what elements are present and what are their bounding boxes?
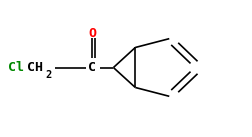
- Text: 2: 2: [45, 70, 51, 80]
- Text: O: O: [88, 27, 96, 40]
- Text: Cl: Cl: [8, 61, 24, 74]
- Text: C: C: [87, 61, 95, 74]
- Text: CH: CH: [27, 61, 43, 74]
